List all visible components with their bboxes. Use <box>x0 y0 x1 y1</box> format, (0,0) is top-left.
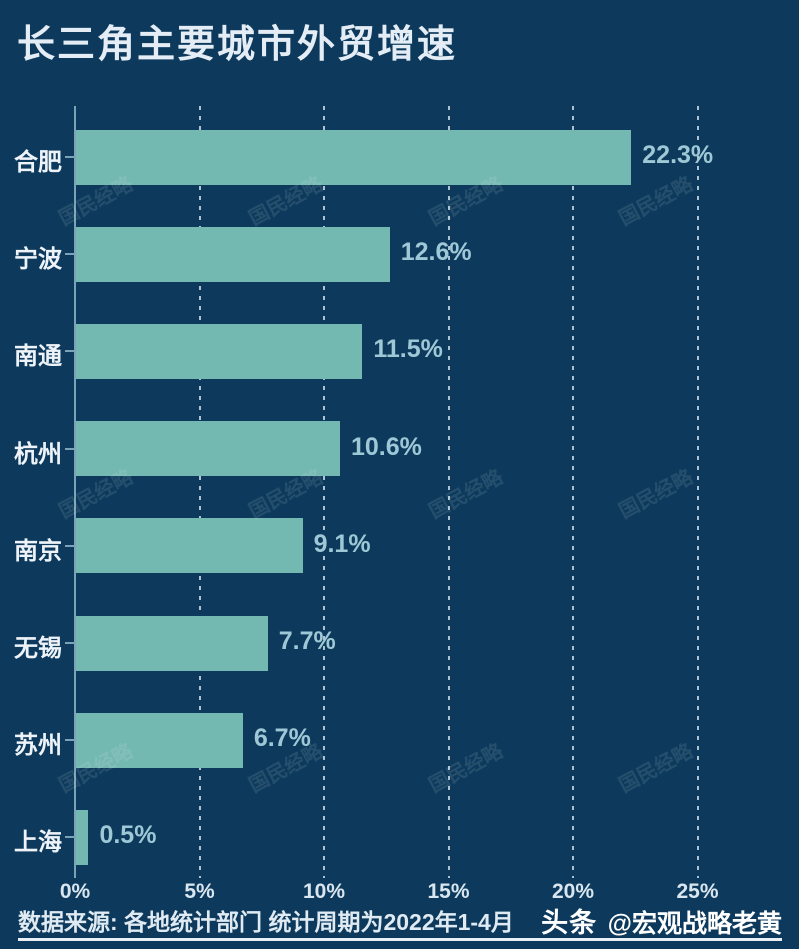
y-axis-line <box>74 106 76 878</box>
y-tick-mark-5 <box>65 642 74 644</box>
category-label-3: 杭州 <box>14 440 62 468</box>
value-label-2: 11.5% <box>373 335 443 364</box>
category-label-4: 南京 <box>14 537 62 565</box>
y-tick-mark-7 <box>65 836 74 839</box>
value-label-3: 10.6% <box>350 432 422 461</box>
author-credit: 头条 @宏观战略老黄 <box>541 901 782 940</box>
gridline-25pct <box>696 106 699 878</box>
value-label-7: 0.5% <box>99 821 157 850</box>
x-tick-label-25%: 25% <box>676 880 719 903</box>
bar-1 <box>76 226 390 282</box>
y-tick-mark-6 <box>65 739 74 742</box>
gridline-10pct <box>323 106 325 878</box>
bar-2 <box>76 323 363 379</box>
footer-divider <box>18 938 782 941</box>
x-tick-label-0%: 0% <box>59 880 91 903</box>
bar-3 <box>76 421 340 477</box>
gridline-5pct <box>198 106 201 878</box>
value-label-1: 12.6% <box>400 238 472 267</box>
bar-5 <box>76 615 268 671</box>
toutiao-logo: 头条 <box>541 908 598 938</box>
bar-4 <box>76 518 303 574</box>
x-tick-label-5%: 5% <box>184 880 215 903</box>
x-tick-label-20%: 20% <box>551 880 595 903</box>
y-tick-mark-2 <box>65 350 74 353</box>
category-label-2: 南通 <box>14 343 62 371</box>
value-label-5: 7.7% <box>278 627 336 655</box>
category-label-0: 合肥 <box>14 149 62 176</box>
y-tick-mark-4 <box>65 544 74 547</box>
gridline-20pct <box>572 106 574 878</box>
x-tick-label-15%: 15% <box>427 880 470 903</box>
category-label-1: 宁波 <box>14 246 62 274</box>
y-tick-mark-3 <box>65 447 74 450</box>
category-label-5: 无锡 <box>14 635 62 662</box>
gridline-15pct <box>447 106 450 878</box>
value-label-0: 22.3% <box>642 141 714 169</box>
category-label-7: 上海 <box>14 829 62 857</box>
bar-0 <box>76 129 632 185</box>
category-label-6: 苏州 <box>14 732 62 760</box>
data-source-note: 数据来源: 各地统计部门 统计周期为2022年1-4月 <box>18 909 514 935</box>
value-label-4: 9.1% <box>313 529 371 558</box>
x-tick-label-10%: 10% <box>302 880 346 903</box>
y-tick-mark-1 <box>65 253 74 256</box>
chart-title: 长三角主要城市外贸增速 <box>17 24 458 66</box>
value-label-6: 6.7% <box>253 724 311 753</box>
bar-6 <box>76 712 243 768</box>
bar-7 <box>76 809 89 865</box>
author-handle: @宏观战略老黄 <box>607 910 782 938</box>
y-tick-mark-0 <box>65 156 74 158</box>
